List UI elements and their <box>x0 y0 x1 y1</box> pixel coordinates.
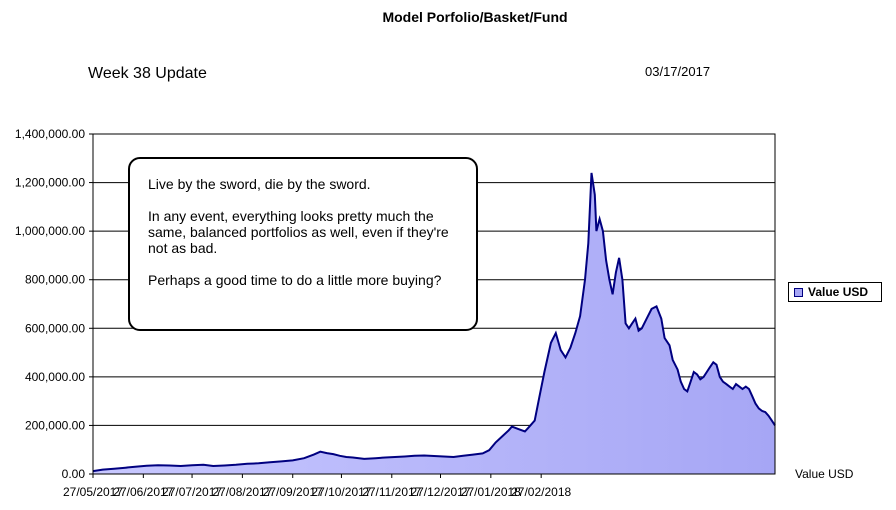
annotation-line-1: Live by the sword, die by the sword. <box>148 176 371 192</box>
annotation-line-3: Perhaps a good time to do a little more … <box>148 272 442 288</box>
y-tick-label-5: 1,000,000.00 <box>15 224 85 238</box>
y-tick-label-6: 1,200,000.00 <box>15 176 85 190</box>
chart-subtitle: Week 38 Update <box>88 65 207 82</box>
y-tick-label-2: 400,000.00 <box>25 370 85 384</box>
x-tick-label-4: 27/09/2017 <box>263 485 323 499</box>
legend-swatch <box>794 287 803 297</box>
y-tick-label-1: 200,000.00 <box>25 418 85 432</box>
legend-label: Value USD <box>808 285 869 299</box>
date-label: 03/17/2017 <box>645 64 711 79</box>
x-tick-label-1: 27/06/2017 <box>113 485 173 499</box>
plot-border <box>92 133 776 475</box>
x-axis-title: Value USD <box>795 467 854 481</box>
annotation-box: Live by the sword, die by the sword. In … <box>128 157 478 331</box>
x-tick-label-8: 27/01/2018 <box>461 485 521 499</box>
x-tick-label-3: 27/08/2017 <box>212 485 272 499</box>
y-tick-label-4: 800,000.00 <box>25 273 85 287</box>
x-tick-label-2: 27/07/2017 <box>162 485 222 499</box>
y-axis: 0.00 200,000.00 400,000.00 600,000.00 800,00… <box>15 127 776 481</box>
annotation-line-2: In any event, everything looks pretty mu… <box>148 208 449 256</box>
x-tick-label-5: 27/10/2017 <box>311 485 371 499</box>
x-tick-label-6: 27/11/2017 <box>362 485 421 499</box>
x-tick-label-9: 27/02/2018 <box>511 485 571 499</box>
legend: Value USD <box>788 282 882 302</box>
chart-title: Model Porfolio/Basket/Fund <box>382 9 568 25</box>
x-axis: 27/05/201727/06/201727/07/201727/08/2017… <box>63 473 775 499</box>
series-line-value-usd <box>92 172 776 473</box>
x-tick-label-0: 27/05/2017 <box>63 485 123 499</box>
y-tick-label-3: 600,000.00 <box>25 321 85 335</box>
y-tick-label-0: 0.00 <box>62 467 86 481</box>
y-tick-label-7: 1,400,000.00 <box>15 127 85 141</box>
x-tick-label-7: 27/12/2017 <box>410 485 470 499</box>
